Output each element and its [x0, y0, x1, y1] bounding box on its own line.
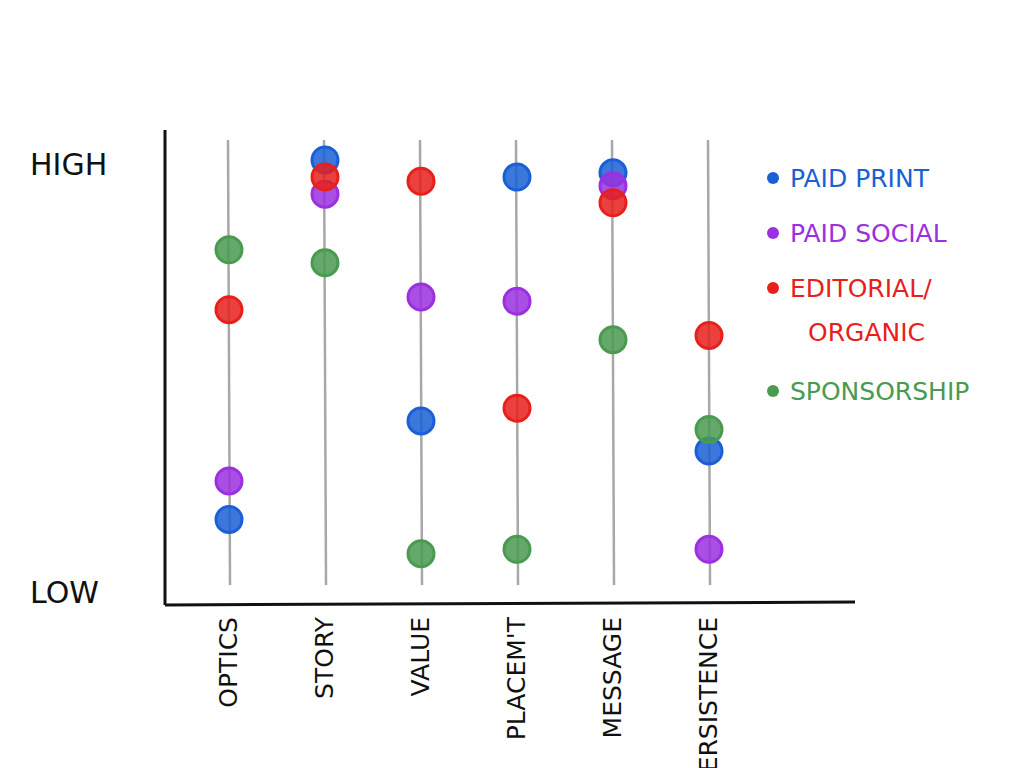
dot — [504, 395, 530, 421]
dot — [408, 284, 434, 310]
dot — [216, 237, 242, 263]
y-tick-label: HIGH — [30, 147, 107, 182]
x-tick-label: STORY — [310, 616, 339, 699]
dot — [504, 536, 530, 562]
legend-swatch — [767, 227, 779, 239]
legend-label-part: EDITORIAL/ — [790, 274, 932, 303]
dot — [696, 417, 722, 443]
category-line — [708, 140, 710, 585]
legend-label: PAID PRINT — [790, 164, 930, 193]
legend-swatch — [767, 385, 779, 397]
dot — [600, 190, 626, 216]
category-line — [420, 140, 422, 585]
dot — [696, 322, 722, 348]
legend-label-part: SPONSORSHIP — [790, 377, 969, 406]
legend-label-part: PAID SOCIAL — [790, 219, 947, 248]
category-line — [516, 140, 518, 585]
x-tick-label: MESSAGE — [598, 617, 627, 738]
dot — [216, 297, 242, 323]
legend-label: PAID SOCIAL — [790, 219, 947, 248]
legend-label: SPONSORSHIP — [790, 377, 969, 406]
dot — [504, 288, 530, 314]
legend-label: EDITORIAL/ORGANIC — [790, 274, 932, 347]
x-tick-label: VALUE — [406, 617, 435, 696]
x-axis — [165, 602, 855, 605]
y-axis — [164, 130, 167, 605]
dot — [216, 468, 242, 494]
y-tick-label: LOW — [30, 575, 99, 610]
dot — [408, 408, 434, 434]
dot — [216, 506, 242, 532]
legend-swatch — [767, 282, 779, 294]
dot — [408, 168, 434, 194]
legend-label-part: ORGANIC — [808, 318, 925, 347]
dot — [312, 164, 338, 190]
dot — [312, 250, 338, 276]
legend-label-part: PAID PRINT — [790, 164, 930, 193]
dot — [408, 541, 434, 567]
dot — [504, 164, 530, 190]
chart: LOW HIGH OPTICS STORY VALUE PLACEM'T MESSAGE PE… — [0, 0, 1024, 768]
dot — [600, 327, 626, 353]
dot — [696, 536, 722, 562]
legend-swatch — [767, 172, 779, 184]
x-tick-label: PERSISTENCE — [694, 617, 723, 768]
x-tick-label: PLACEM'T — [502, 616, 531, 740]
x-tick-label: OPTICS — [214, 617, 243, 708]
